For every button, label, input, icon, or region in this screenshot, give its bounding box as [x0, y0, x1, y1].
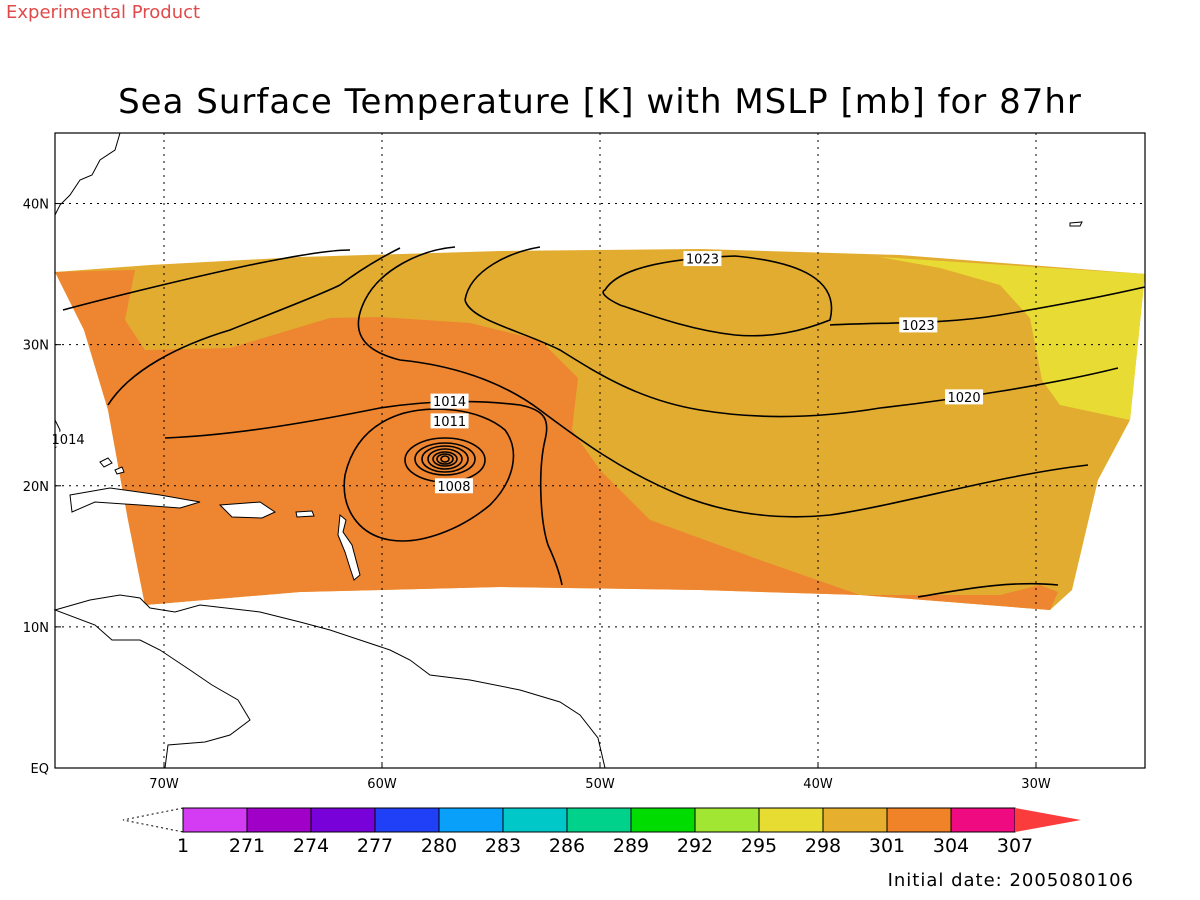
chart-title: Sea Surface Temperature [K] with MSLP [m… — [118, 82, 1082, 122]
lat-tick-label: 40N — [23, 198, 49, 213]
colorbar-label: 286 — [549, 835, 585, 857]
lon-tick-label: 70W — [149, 777, 179, 792]
colorbar-label: 277 — [357, 835, 393, 857]
isobar-1014-west — [107, 247, 401, 406]
land-outlines — [53, 132, 1083, 769]
bahamas — [99, 457, 113, 468]
colorbar-label: 301 — [869, 835, 905, 857]
isobar-label: 1020 — [948, 391, 981, 406]
isobar-label: 1011 — [433, 415, 466, 430]
cuba-east — [69, 487, 201, 513]
isobar-993 — [436, 453, 454, 465]
isobar-1014-central — [164, 400, 563, 586]
isobar-label: 1008 — [437, 480, 470, 495]
colorbar-label: 1 — [177, 835, 189, 857]
colorbar-swatch — [950, 807, 1016, 833]
isobar-999 — [427, 448, 463, 470]
lat-lon-grid — [55, 133, 1145, 768]
isobar-label: 1014 — [433, 395, 466, 410]
colorbar-swatch — [310, 807, 376, 833]
isobar-label-bg — [430, 413, 469, 429]
south-america-coast — [53, 594, 606, 769]
north-america-coast — [54, 132, 121, 216]
isobar-1017 — [357, 246, 1089, 518]
isobar-label: 1023 — [902, 319, 935, 334]
isobar-990 — [440, 455, 450, 463]
colorbar-label: 295 — [741, 835, 777, 857]
isobar-label-bg — [683, 251, 722, 267]
isobar-1002 — [421, 445, 469, 473]
colorbar-swatch — [374, 807, 440, 833]
sst-field — [55, 249, 1145, 610]
colorbar-swatch — [502, 807, 568, 833]
colorbar-label: 304 — [933, 835, 969, 857]
colorbar-min-arrow — [122, 807, 184, 833]
colorbar-label: 307 — [997, 835, 1033, 857]
colorbar-label: 292 — [677, 835, 713, 857]
initial-date: Initial date: 2005080106 — [887, 870, 1134, 891]
colorbar-max-arrow — [1015, 808, 1081, 832]
colorbar-swatch — [438, 807, 504, 833]
sst-region-below-298 — [880, 257, 1145, 420]
azores — [1069, 221, 1083, 227]
bahamas-2 — [114, 466, 125, 475]
puerto-rico — [295, 510, 315, 518]
colorbar-label: 271 — [229, 835, 265, 857]
colorbar-swatch — [822, 807, 888, 833]
colorbar-label: 298 — [805, 835, 841, 857]
lon-tick-label: 40W — [803, 777, 833, 792]
colorbar: 1 271 274 277 280 283 286 289 292 295 298 301 304 307 — [122, 807, 1081, 857]
colorbar-swatch — [182, 807, 248, 833]
lat-tick-label: 20N — [23, 480, 49, 495]
lesser-antilles — [337, 514, 361, 581]
isobar-996 — [432, 451, 458, 467]
isobar-label: 1023 — [686, 253, 719, 268]
colorbar-label: 280 — [421, 835, 457, 857]
isobar-label-bg — [434, 478, 473, 494]
isobar-label-bg — [945, 389, 984, 405]
mslp-isobars — [62, 246, 1146, 598]
colorbar-swatch — [630, 807, 696, 833]
colorbar-swatch — [694, 807, 760, 833]
colorbar-swatch — [886, 807, 952, 833]
lat-tick-label: 30N — [23, 339, 49, 354]
lon-tick-label: 50W — [585, 777, 615, 792]
isobar-labels: 1023 1023 1020 1014 1011 1014 1008 — [49, 251, 984, 495]
isobar-1005 — [414, 442, 476, 476]
lat-tick-label: 10N — [23, 621, 49, 636]
isobar-1017-west — [62, 249, 351, 311]
colorbar-label: 289 — [613, 835, 649, 857]
isobar-label: 1014 — [52, 433, 85, 448]
isobar-1011 — [343, 408, 515, 542]
sst-region-301-304 — [55, 270, 1058, 610]
hispaniola — [218, 501, 277, 519]
axis-ticks: 70W 60W 50W 40W 30W EQ 10N 20N 30N 40N — [23, 198, 1051, 792]
isobar-label-bg — [430, 393, 469, 409]
colorbar-swatch — [566, 807, 632, 833]
isobar-1023-east — [829, 286, 1146, 326]
colorbar-swatch — [246, 807, 312, 833]
colorbar-label: 283 — [485, 835, 521, 857]
isobar-label-bg — [899, 317, 938, 333]
colorbar-swatch — [758, 807, 824, 833]
isobar-label-bg — [49, 431, 88, 447]
colorbar-label: 274 — [293, 835, 329, 857]
experimental-product-label: Experimental Product — [6, 2, 201, 23]
isobar-1014-south — [917, 582, 1059, 598]
lat-tick-label: EQ — [31, 762, 49, 777]
lon-tick-label: 60W — [367, 777, 397, 792]
lon-tick-label: 30W — [1021, 777, 1051, 792]
